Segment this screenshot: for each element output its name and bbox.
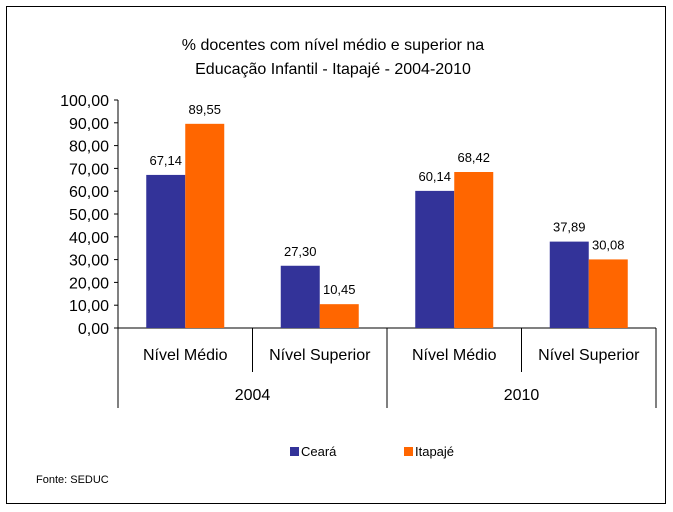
y-tick-label: 10,00 xyxy=(69,298,109,315)
bar-itapajé xyxy=(454,172,494,328)
y-tick-label: 60,00 xyxy=(69,184,109,201)
x-category-label: Nível Superior xyxy=(269,347,371,364)
chart-title-line-2: Educação Infantil - Itapajé - 2004-2010 xyxy=(195,61,471,78)
data-label: 10,45 xyxy=(323,282,356,297)
data-label: 89,55 xyxy=(188,102,221,117)
legend: Ceará Itapajé xyxy=(290,444,454,459)
bar-itapajé xyxy=(185,123,225,329)
bar-ceará xyxy=(415,190,455,328)
y-tick-label: 40,00 xyxy=(69,230,109,247)
x-group-label: 2004 xyxy=(235,387,271,404)
y-tick-label: 20,00 xyxy=(69,275,109,292)
data-label: 37,89 xyxy=(553,220,586,235)
y-tick-label: 70,00 xyxy=(69,161,109,178)
legend-swatch xyxy=(404,447,413,456)
bar-itapajé xyxy=(588,259,628,328)
data-label: 30,08 xyxy=(592,237,625,252)
x-category-label: Nível Médio xyxy=(143,347,228,364)
data-label: 67,14 xyxy=(149,153,182,168)
legend-label: Ceará xyxy=(301,444,337,459)
data-label: 68,42 xyxy=(457,150,490,165)
legend-swatch xyxy=(290,447,299,456)
bar-itapajé xyxy=(319,304,359,328)
bar-ceará xyxy=(549,241,589,328)
data-label: 27,30 xyxy=(284,244,317,259)
bar-ceará xyxy=(146,174,186,328)
x-group-label: 2010 xyxy=(504,387,540,404)
y-tick-label: 30,00 xyxy=(69,253,109,270)
y-tick-label: 80,00 xyxy=(69,139,109,156)
chart-title-line-1: % docentes com nível médio e superior na xyxy=(182,37,484,54)
bar-ceará xyxy=(280,265,320,328)
y-tick-label: 0,00 xyxy=(78,321,109,338)
y-tick-label: 50,00 xyxy=(69,207,109,224)
source-note: Fonte: SEDUC xyxy=(36,474,109,486)
y-tick-label: 100,00 xyxy=(60,93,109,110)
x-category-label: Nível Médio xyxy=(412,347,497,364)
data-label: 60,14 xyxy=(418,169,451,184)
plot-area: 0,00 10,00 20,00 30,00 40,00 50,00 60,00 70,00 8… xyxy=(60,93,657,408)
y-tick-label: 90,00 xyxy=(69,116,109,133)
x-category-label: Nível Superior xyxy=(538,347,640,364)
legend-label: Itapajé xyxy=(415,444,454,459)
